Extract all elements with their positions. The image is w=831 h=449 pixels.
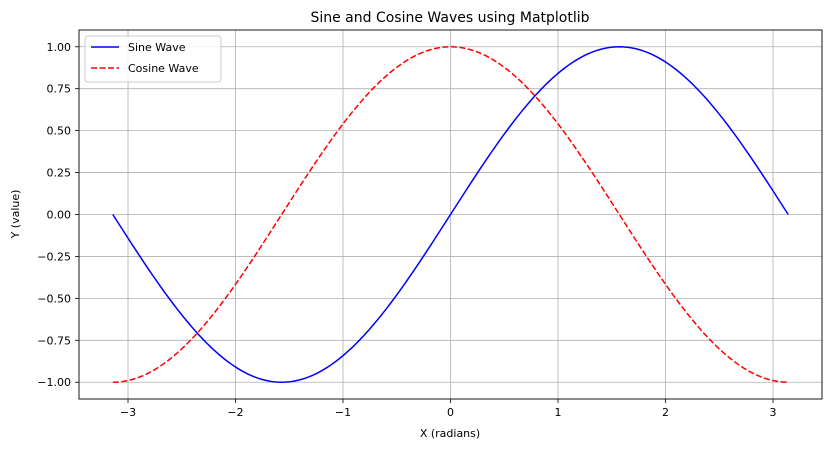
cosine-wave-line	[112, 46, 789, 383]
x-tick-label: 1	[554, 406, 561, 419]
x-tick-label: −2	[227, 406, 243, 419]
y-tick-label: −1.00	[37, 376, 71, 389]
y-tick-label: 0.00	[47, 209, 72, 222]
y-tick-label: 0.50	[47, 125, 72, 138]
x-tick-label: 0	[447, 406, 454, 419]
y-tick-label: −0.25	[37, 250, 71, 263]
x-tick-label: 2	[662, 406, 669, 419]
sine-wave-line	[112, 46, 789, 383]
legend-sine-label: Sine Wave	[128, 41, 186, 54]
legend: Sine Wave Cosine Wave	[84, 35, 222, 83]
x-tick-label: −3	[120, 406, 136, 419]
x-axis-ticks: −3 −2 −1 0 1 2 3	[120, 399, 776, 419]
y-axis-ticks: −1.00 −0.75 −0.50 −0.25 0.00 0.25 0.50 0.75 1.00	[37, 41, 79, 389]
x-tick-label: 3	[769, 406, 776, 419]
y-tick-label: 0.25	[47, 167, 72, 180]
chart-title: Sine and Cosine Waves using Matplotlib	[310, 10, 589, 26]
y-tick-label: 0.75	[47, 83, 72, 96]
y-tick-label: −0.50	[37, 292, 71, 305]
x-axis-label: X (radians)	[420, 427, 480, 440]
grid	[79, 30, 822, 399]
x-tick-label: −1	[335, 406, 351, 419]
y-tick-label: −0.75	[37, 334, 71, 347]
series-group	[112, 46, 789, 383]
y-axis-label: Y (value)	[9, 190, 22, 240]
legend-cosine-label: Cosine Wave	[128, 62, 199, 75]
y-tick-label: 1.00	[47, 41, 72, 54]
